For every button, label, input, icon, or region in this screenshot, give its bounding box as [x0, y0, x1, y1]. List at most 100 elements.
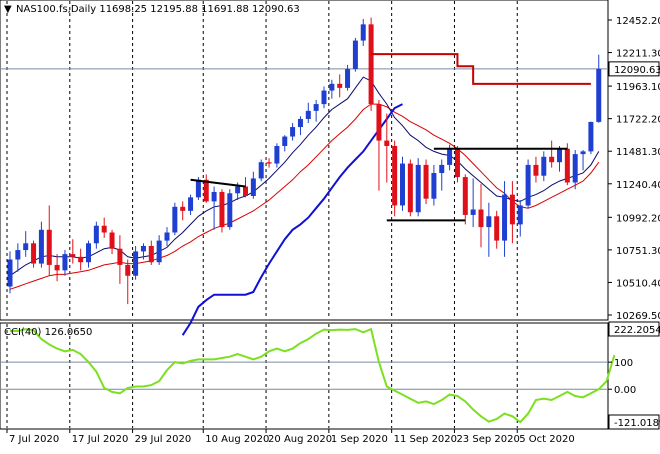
cci-tick-label: 100 [614, 358, 633, 369]
candle-bear [148, 246, 154, 263]
candle-bear [78, 256, 84, 263]
cci-tick-label: 222.2054 [614, 325, 660, 336]
candle-bull [297, 118, 303, 128]
candle-bear [125, 264, 131, 276]
chart-triangle-icon: ▼ [4, 4, 12, 15]
price-tick-label: 10269.50 [616, 311, 660, 322]
candle-bull [290, 127, 296, 137]
cci-tick-box [608, 321, 660, 337]
candle-bull [282, 136, 288, 146]
time-tick-label: 11 Sep 2020 [394, 434, 457, 445]
candle-bull [156, 240, 162, 263]
candle-bull [7, 259, 13, 287]
candle-bear [454, 148, 460, 178]
candle-bear [549, 156, 555, 163]
candle-bull [235, 186, 241, 194]
candle-bull [313, 104, 319, 111]
candle-bull [23, 243, 29, 251]
candlestick-series [7, 17, 602, 305]
current-price-label: 12090.63 [614, 65, 660, 76]
candle-bull [140, 246, 146, 252]
time-tick-label: 29 Jul 2020 [135, 434, 192, 445]
cci-line [10, 327, 616, 424]
candle-bull [258, 162, 264, 179]
candle-bull [588, 121, 594, 152]
candle-bull [188, 197, 194, 211]
price-tick-label: 12211.30 [616, 49, 660, 60]
candle-bull [133, 251, 139, 276]
candle-bear [203, 179, 209, 202]
candle-bull [305, 110, 311, 119]
cci-axis: 222.2054 100 0.00 -121.0189 [608, 321, 660, 430]
cci-tick-label: 0.00 [614, 385, 636, 396]
candle-bear [266, 162, 272, 164]
candle-bull [431, 173, 437, 199]
price-tick-label: 10510.40 [616, 278, 660, 289]
candle-bear [462, 177, 468, 215]
candle-bear [46, 229, 52, 265]
price-tick-label: 11481.30 [616, 147, 660, 158]
drawn-lines[interactable] [190, 53, 591, 222]
candle-bear [243, 186, 248, 196]
candle-bear [392, 145, 398, 206]
candle-bull [195, 179, 201, 198]
cci-tick-label: -121.0189 [614, 418, 660, 429]
price-panel-frame [0, 0, 609, 321]
candle-bull [415, 164, 421, 213]
candle-bull [439, 164, 445, 174]
candle-bear [54, 264, 60, 271]
candle-bull [596, 68, 602, 122]
cci-label: CCI(40) 126.0650 [4, 327, 92, 338]
time-axis: 7 Jul 2020 17 Jul 2020 29 Jul 2020 10 Aug 2… [6, 429, 575, 445]
candle-bull [541, 156, 547, 176]
price-axis: 12452.20 12211.30 11963.10 11722.20 11481.30… [608, 16, 660, 322]
candle-bear [109, 232, 115, 249]
price-tick-label: 11240.40 [616, 180, 660, 191]
candle-bull [321, 90, 327, 105]
candle-bear [478, 209, 484, 228]
candle-bear [368, 24, 374, 105]
vertical-grid [6, 1, 518, 428]
price-tick-label: 11963.10 [616, 82, 660, 93]
candle-bull [15, 250, 21, 260]
candle-bear [384, 140, 390, 146]
candle-bear [564, 148, 570, 183]
time-tick-label: 1 Sep 2020 [331, 434, 388, 445]
candle-bear [180, 206, 186, 211]
candle-bull [525, 164, 531, 206]
candle-bull [502, 194, 508, 241]
resistance-step-line [371, 53, 591, 85]
candle-bull [400, 163, 405, 206]
candle-bull [345, 68, 351, 88]
candle-bull [572, 154, 578, 183]
candle-bull [250, 178, 256, 196]
cci-tick-box [608, 414, 660, 430]
candle-bull [172, 206, 178, 233]
candle-bear [407, 163, 413, 213]
time-tick-label: 7 Jul 2020 [9, 434, 59, 445]
time-tick-label: 20 Aug 2020 [268, 434, 332, 445]
time-tick-label: 10 Aug 2020 [205, 434, 269, 445]
candle-bull [447, 148, 453, 165]
candle-bull [352, 40, 358, 69]
candle-bull [557, 148, 562, 163]
candle-bear [70, 254, 76, 257]
candle-bear [219, 191, 225, 228]
candle-bull [227, 193, 233, 228]
time-tick-label: 17 Jul 2020 [72, 434, 129, 445]
price-tick-label: 11722.20 [616, 115, 660, 126]
candle-bull [329, 83, 335, 91]
time-tick-label: 5 Oct 2020 [519, 434, 574, 445]
candle-bull [470, 209, 476, 215]
candle-bull [62, 254, 68, 271]
candle-bear [31, 243, 37, 264]
candle-bear [509, 194, 515, 225]
candle-bull [517, 205, 523, 225]
cci-series [0, 327, 616, 424]
moving-average-lines [9, 76, 600, 336]
ma-long-line [181, 103, 403, 336]
candle-bear [494, 216, 500, 241]
candle-bull [274, 145, 280, 164]
